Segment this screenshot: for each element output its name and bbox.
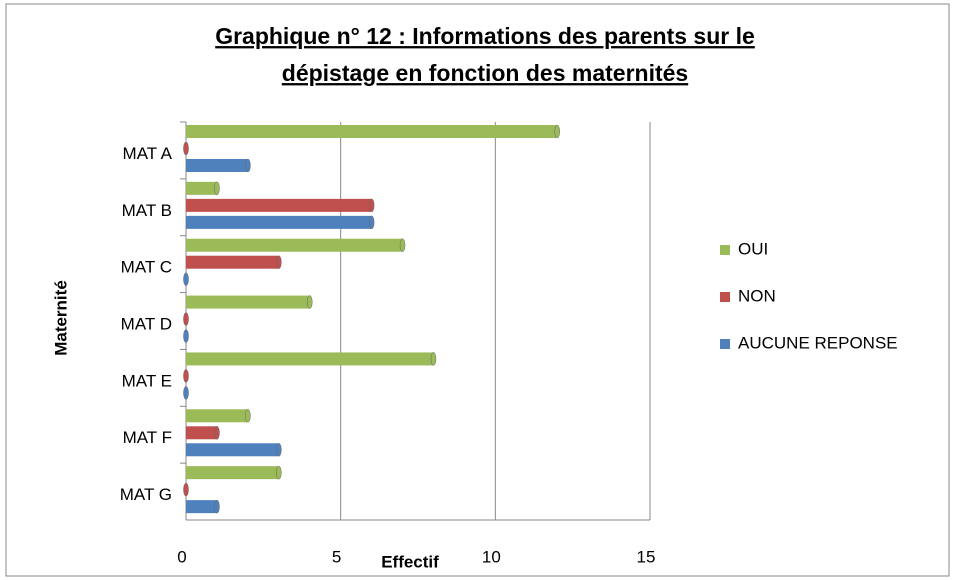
y-tick-label: MAT A [123,144,173,163]
x-tick-label: 15 [637,547,656,566]
bar [186,238,403,252]
bar-end [399,238,406,252]
legend-label: OUI [738,239,768,258]
bar [186,198,372,212]
bar [186,409,248,423]
chart-frame [5,3,950,577]
x-tick-label: 10 [482,547,501,566]
bar-end [306,295,313,309]
bar [186,426,217,440]
bar-end [214,426,220,440]
bar-end [183,329,189,343]
bar [186,159,248,172]
y-tick-label: MAT E [122,371,172,390]
y-tick-label: MAT C [121,258,172,277]
bar [186,295,310,309]
bar-end [214,499,220,514]
bar-end [430,352,437,366]
bar-end [368,215,375,230]
bar-end [183,312,189,326]
x-tick-label: 0 [177,547,186,566]
bar [186,443,279,457]
y-tick-label: MAT B [122,201,172,220]
bar-end [276,465,282,480]
legend-swatch [720,292,730,302]
bar-end [183,141,189,156]
bar [186,466,279,480]
legend-swatch [720,245,730,255]
x-axis-label: Effectif [381,552,439,571]
bar [186,215,372,229]
bar-end [183,369,189,383]
legend-swatch [720,339,730,349]
bar-end [368,198,375,213]
bar-end [183,272,189,286]
y-tick-label: MAT D [121,314,172,333]
bar-end [183,386,189,400]
y-axis-label: Maternité [51,280,70,356]
bar [186,255,279,269]
bar-end [276,255,282,269]
bar-end [245,409,251,423]
bar-end [183,482,189,497]
y-tick-label: MAT G [120,485,172,504]
bar [186,500,217,514]
bar [186,125,558,138]
bar-end [214,181,220,196]
legend-label: NON [738,286,776,305]
bar [186,352,434,366]
bar-end [554,124,560,139]
bar [186,181,217,195]
chart-title: dépistage en fonction des maternités [282,60,688,86]
y-tick-label: MAT F [123,428,172,447]
bar-end [276,443,282,457]
bar-end [245,158,251,173]
chart-title: Graphique n° 12 : Informations des paren… [215,23,755,49]
legend-label: AUCUNE REPONSE [738,333,898,352]
x-tick-label: 5 [332,547,341,566]
